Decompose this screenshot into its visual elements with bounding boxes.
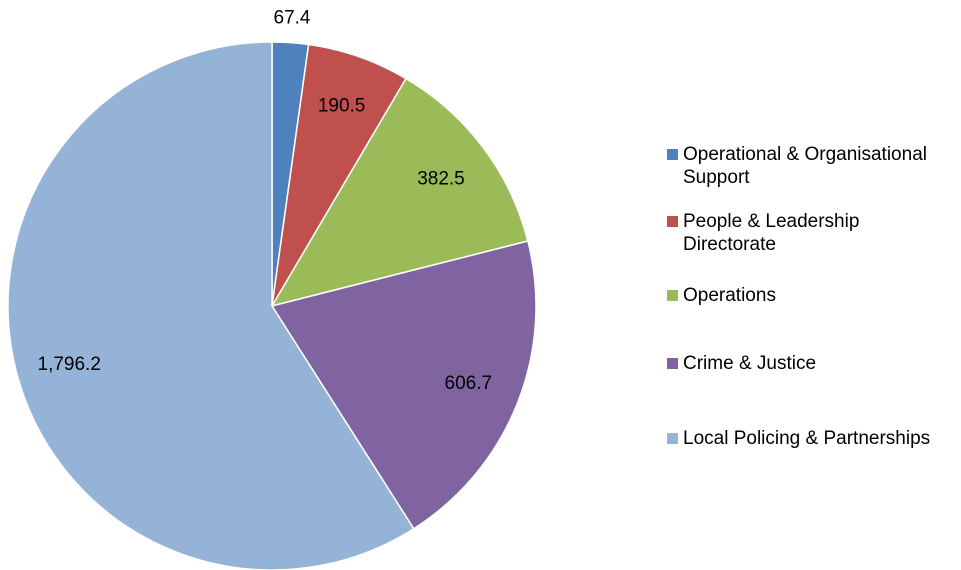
data-label: 1,796.2 <box>38 354 101 375</box>
legend-label: Operational & Organisational Support <box>683 144 927 188</box>
pie-slice <box>270 77 529 308</box>
legend-entry: Crime & Justice <box>667 352 947 375</box>
legend-swatch <box>667 149 678 160</box>
legend-entry: People & Leadership Directorate <box>667 210 947 256</box>
legend-label: People & Leadership Directorate <box>683 211 860 255</box>
legend-label: Crime & Justice <box>683 353 817 374</box>
legend-entry: Operations <box>667 284 947 307</box>
data-label: 67.4 <box>274 8 311 29</box>
legend-label: Operations <box>683 285 776 306</box>
legend-entry: Operational & Organisational Support <box>667 143 947 189</box>
legend-swatch <box>667 358 678 369</box>
legend-swatch <box>667 290 678 301</box>
pie-slice <box>270 240 537 530</box>
legend-swatch <box>667 216 678 227</box>
data-label: 382.5 <box>417 168 465 189</box>
data-label: 190.5 <box>318 96 366 117</box>
data-label: 606.7 <box>445 373 493 394</box>
legend-swatch <box>667 433 678 444</box>
legend-label: Local Policing & Partnerships <box>683 428 931 449</box>
legend-entry: Local Policing & Partnerships <box>667 427 947 450</box>
